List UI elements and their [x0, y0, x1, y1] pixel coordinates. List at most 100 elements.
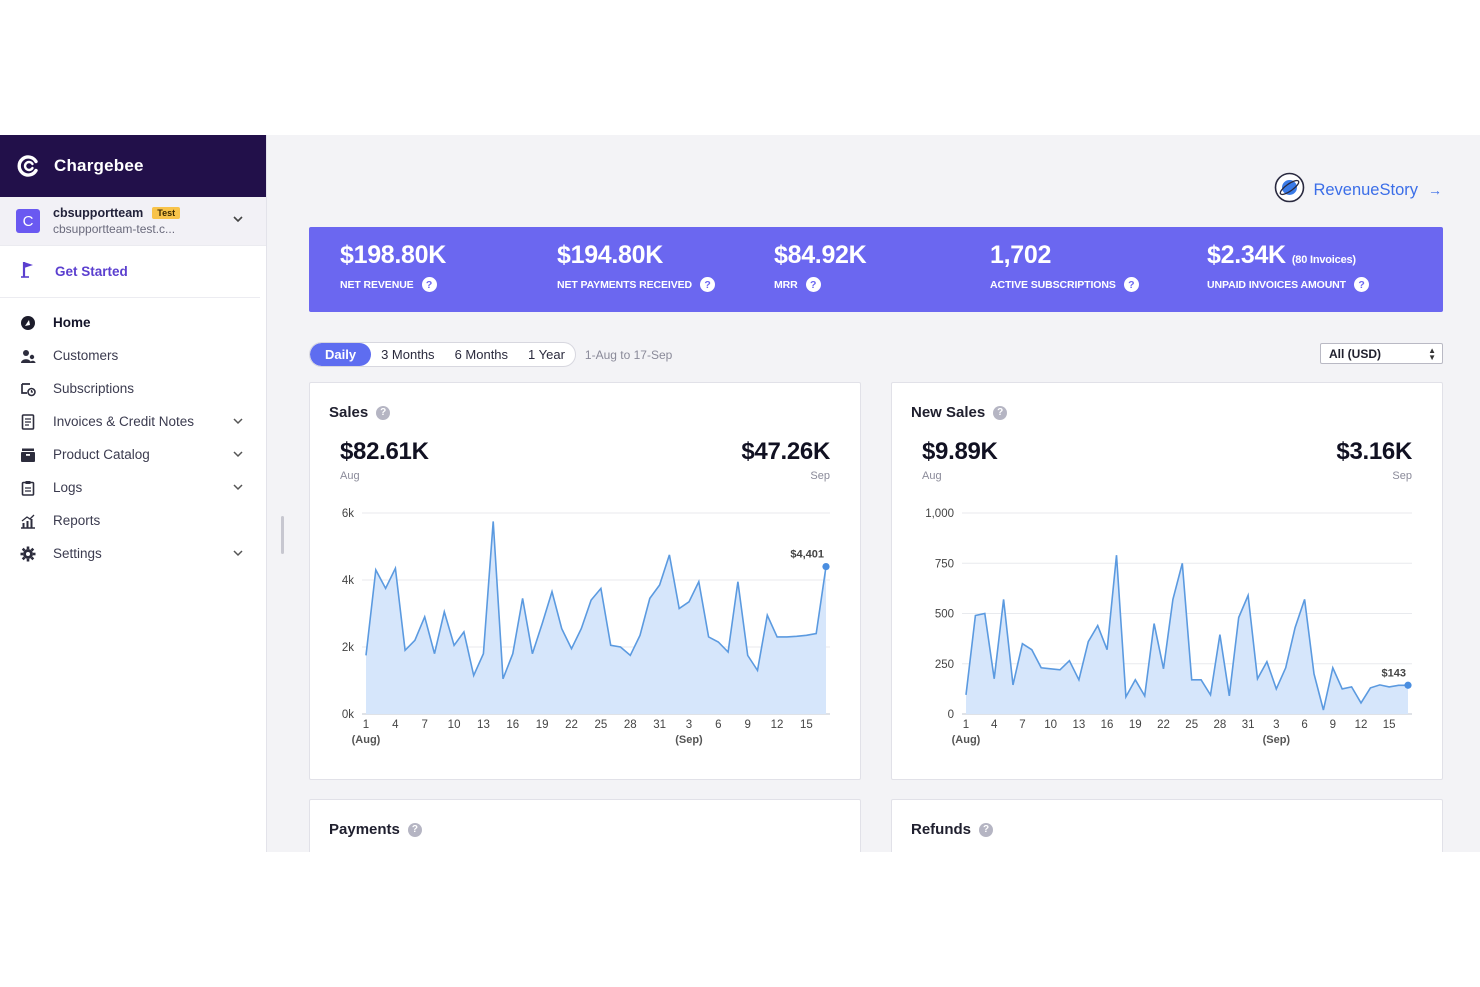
main-content: RevenueStory → $198.80K NET REVENUE? $19… [267, 135, 1480, 852]
catalog-icon [20, 447, 36, 463]
x-tick-label: 16 [506, 719, 519, 731]
arrow-right-icon: → [1428, 182, 1442, 198]
range-daily-button[interactable]: Daily [310, 343, 372, 366]
x-tick-label: 13 [477, 719, 490, 731]
help-icon[interactable]: ? [993, 405, 1008, 420]
x-tick-label: 15 [1383, 719, 1396, 731]
sidebar-item-invoices[interactable]: Invoices & Credit Notes [0, 405, 266, 438]
site-switcher[interactable]: C cbsupportteam Test cbsupportteam-test.… [0, 197, 266, 246]
app-window: Chargebee C cbsupportteam Test cbsupport… [0, 135, 1480, 852]
series-end-point [822, 562, 830, 571]
x-tick-label: 25 [594, 719, 607, 731]
help-icon[interactable]: ? [700, 277, 716, 292]
test-badge: Test [152, 207, 181, 219]
series-end-point [1404, 681, 1412, 689]
sidebar-item-label: Subscriptions [53, 381, 135, 396]
x-group-label: (Sep) [1263, 734, 1291, 746]
help-icon[interactable]: ? [376, 405, 391, 420]
sales-chart: 0k 2k 4k 6k $4,401 1 4 7 10 13 16 19 22 25 28 31 3 6 9 12 15… [342, 508, 830, 746]
help-icon[interactable]: ? [979, 822, 993, 837]
kpi-value: $2.34K [1207, 241, 1286, 269]
sidebar-item-settings[interactable]: Settings [0, 537, 266, 570]
metric-value: $47.26K [741, 438, 830, 465]
help-icon[interactable]: ? [1353, 277, 1369, 292]
sidebar-item-subscriptions[interactable]: Subscriptions [0, 372, 266, 405]
x-tick-label: 4 [991, 719, 998, 731]
site-name-row: cbsupportteam Test [53, 206, 181, 220]
chevron-down-icon[interactable] [232, 547, 244, 562]
x-group-label: (Aug) [952, 734, 981, 746]
select-caret-icon: ▲ ▼ [1428, 346, 1436, 362]
kpi-label: MRR [774, 278, 798, 291]
sidebar-item-logs[interactable]: Logs [0, 471, 266, 504]
sidebar-item-product-catalog[interactable]: Product Catalog [0, 438, 266, 471]
series-line [965, 555, 1408, 711]
range-toggle-group: Daily 3 Months 6 Months 1 Year [309, 342, 576, 367]
x-tick-label: 6 [1301, 719, 1307, 731]
kpi-label: NET REVENUE [340, 278, 414, 291]
x-tick-label: 10 [1044, 719, 1057, 731]
revenue-story-link[interactable]: RevenueStory → [1274, 172, 1442, 208]
home-icon [20, 315, 36, 331]
sidebar-item-reports[interactable]: Reports [0, 504, 266, 537]
x-tick-label: 16 [1101, 719, 1114, 731]
series-area [366, 521, 826, 714]
metric-right: $47.26K Sep [741, 438, 830, 482]
metric-value: $3.16K [1336, 438, 1412, 465]
site-avatar: C [16, 209, 40, 233]
kpi-value: $198.80K [340, 241, 447, 269]
card-title-row: Refunds ? [911, 821, 993, 838]
y-tick-label: 1,000 [925, 508, 954, 520]
card-title-row: New Sales ? [911, 404, 1008, 421]
nav-get-started-label: Get Started [55, 264, 128, 279]
card-title: New Sales [911, 404, 986, 421]
series-area [966, 555, 1408, 714]
metric-left: $82.61K Aug [340, 438, 429, 482]
revenue-story-label: RevenueStory [1313, 180, 1418, 199]
subscriptions-icon [20, 381, 36, 397]
x-group-label: (Aug) [352, 734, 381, 746]
payments-card: Payments ? [309, 799, 861, 852]
kpi-unpaid-invoices: $2.34K (80 Invoices) UNPAID INVOICES AMOU… [1207, 241, 1369, 292]
sidebar-item-home[interactable]: Home [0, 306, 266, 339]
sidebar-item-label: Settings [53, 546, 102, 561]
x-tick-label: 31 [653, 719, 666, 731]
kpi-net-revenue: $198.80K NET REVENUE? [340, 241, 446, 292]
sidebar-resize-handle[interactable] [281, 516, 284, 554]
range-3-months-button[interactable]: 3 Months [381, 347, 435, 362]
chevron-down-icon[interactable] [232, 212, 244, 230]
range-6-months-button[interactable]: 6 Months [454, 347, 509, 362]
sidebar-item-label: Product Catalog [53, 447, 150, 462]
metric-label: Sep [810, 470, 830, 482]
card-title: Payments [329, 821, 400, 838]
x-tick-label: 3 [1273, 719, 1279, 731]
x-tick-label: 12 [771, 719, 784, 731]
help-icon[interactable]: ? [421, 277, 437, 292]
new-sales-chart: 0 250 500 750 1,000 $143 1 4 7 10 13 16 19 22 25 28 31 3 6… [925, 508, 1412, 746]
nav-get-started[interactable]: Get Started [0, 246, 260, 298]
site-info: cbsupportteam Test cbsupportteam-test.c.… [53, 206, 181, 236]
brand-header[interactable]: Chargebee [0, 135, 266, 197]
brand-name: Chargebee [54, 156, 144, 175]
range-1-year-button[interactable]: 1 Year [528, 347, 565, 362]
kpi-label: UNPAID INVOICES AMOUNT [1207, 278, 1346, 291]
new-sales-card: New Sales ? $9.89K Aug $3.16K Sep 0 250 50… [891, 382, 1443, 780]
metric-value: $82.61K [340, 438, 429, 465]
chevron-down-icon[interactable] [232, 415, 244, 430]
x-tick-label: 13 [1072, 719, 1085, 731]
x-tick-label: 9 [744, 719, 750, 731]
chevron-down-icon[interactable] [232, 481, 244, 496]
sidebar-item-customers[interactable]: Customers [0, 339, 266, 372]
help-icon[interactable]: ? [805, 277, 821, 292]
sidebar-nav: Home Customers Subscriptions Invoices & … [0, 298, 266, 570]
chevron-down-icon[interactable] [232, 448, 244, 463]
y-tick-label: 2k [342, 642, 354, 654]
currency-select[interactable]: All (USD) ▲ ▼ [1320, 343, 1443, 364]
y-tick-label: 500 [935, 609, 954, 621]
x-tick-label: 19 [1129, 719, 1142, 731]
chargebee-logo-icon [17, 154, 41, 178]
x-tick-label: 28 [624, 719, 637, 731]
help-icon[interactable]: ? [407, 822, 422, 837]
x-tick-label: 25 [1185, 719, 1198, 731]
help-icon[interactable]: ? [1123, 277, 1139, 292]
